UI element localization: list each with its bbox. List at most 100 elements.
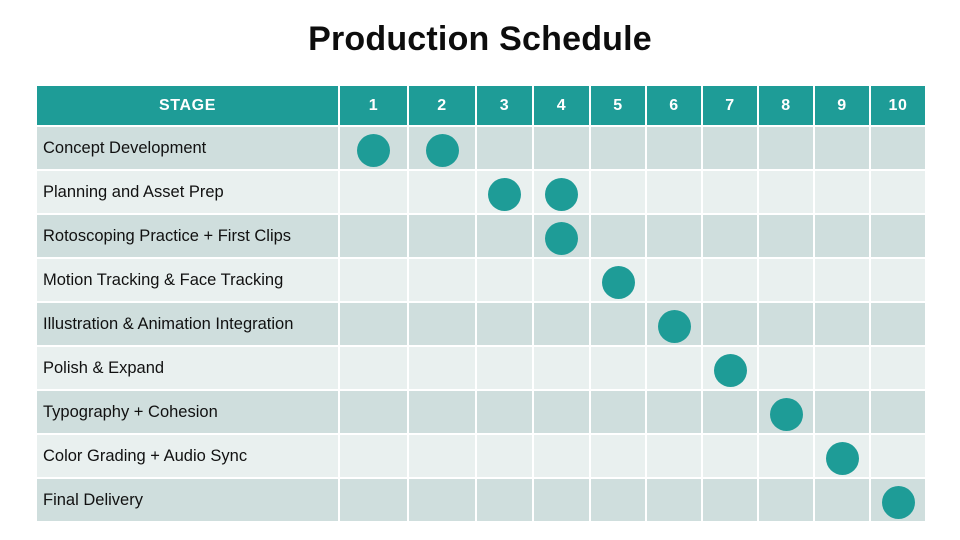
milestone-dot-icon	[657, 309, 691, 343]
stage-label: Final Delivery	[35, 477, 340, 523]
week-cell-2	[407, 169, 477, 215]
week-cell-6	[645, 389, 703, 435]
week-cell-10	[869, 213, 927, 259]
week-cell-8	[757, 433, 815, 479]
week-cell-5	[589, 389, 647, 435]
week-cell-3	[475, 477, 534, 523]
schedule-table: STAGE 1 2 3 4 5 6 7 8 9 10 Concept Development Plan…	[35, 84, 927, 523]
week-cell-4	[532, 213, 591, 259]
stage-label: Illustration & Animation Integration	[35, 301, 340, 347]
week-cell-1	[338, 125, 409, 171]
milestone-dot-icon	[488, 177, 521, 211]
week-cell-3	[475, 301, 534, 347]
schedule-row: Illustration & Animation Integration	[35, 301, 927, 347]
week-column-header-7: 7	[701, 84, 759, 127]
week-cell-1	[338, 213, 409, 259]
week-column-header-5: 5	[589, 84, 647, 127]
week-cell-8	[757, 257, 815, 303]
week-cell-7	[701, 345, 759, 391]
week-cell-6	[645, 477, 703, 523]
stage-label: Motion Tracking & Face Tracking	[35, 257, 340, 303]
week-column-header-3: 3	[475, 84, 534, 127]
week-cell-9	[813, 477, 871, 523]
schedule-row: Final Delivery	[35, 477, 927, 523]
milestone-dot-icon	[601, 265, 635, 299]
week-cell-9	[813, 125, 871, 171]
week-cell-2	[407, 125, 477, 171]
week-column-header-10: 10	[869, 84, 927, 127]
milestone-dot-icon	[769, 397, 803, 431]
week-cell-3	[475, 389, 534, 435]
table-header-row: STAGE 1 2 3 4 5 6 7 8 9 10	[35, 84, 927, 127]
week-cell-5	[589, 301, 647, 347]
week-cell-3	[475, 433, 534, 479]
week-cell-9	[813, 301, 871, 347]
week-cell-5	[589, 345, 647, 391]
schedule-row: Planning and Asset Prep	[35, 169, 927, 215]
week-cell-4	[532, 257, 591, 303]
week-cell-5	[589, 125, 647, 171]
week-cell-8	[757, 389, 815, 435]
week-cell-9	[813, 169, 871, 215]
week-cell-10	[869, 389, 927, 435]
stage-label: Planning and Asset Prep	[35, 169, 340, 215]
week-cell-6	[645, 213, 703, 259]
week-cell-1	[338, 477, 409, 523]
milestone-dot-icon	[545, 177, 578, 211]
week-cell-8	[757, 169, 815, 215]
week-cell-6	[645, 433, 703, 479]
week-cell-10	[869, 257, 927, 303]
week-cell-5	[589, 213, 647, 259]
week-cell-3	[475, 213, 534, 259]
milestone-dot-icon	[825, 441, 859, 475]
table-body: Concept Development Planning and Asset Pr…	[35, 125, 927, 523]
week-cell-1	[338, 169, 409, 215]
week-cell-2	[407, 477, 477, 523]
week-cell-2	[407, 389, 477, 435]
week-cell-10	[869, 477, 927, 523]
week-cell-2	[407, 345, 477, 391]
week-cell-4	[532, 125, 591, 171]
week-cell-6	[645, 257, 703, 303]
week-cell-7	[701, 433, 759, 479]
week-column-header-1: 1	[338, 84, 409, 127]
week-cell-8	[757, 477, 815, 523]
week-cell-1	[338, 301, 409, 347]
week-cell-4	[532, 169, 591, 215]
week-cell-6	[645, 345, 703, 391]
week-cell-6	[645, 125, 703, 171]
week-cell-6	[645, 301, 703, 347]
week-column-header-2: 2	[407, 84, 477, 127]
week-cell-5	[589, 433, 647, 479]
week-cell-5	[589, 169, 647, 215]
schedule-row: Rotoscoping Practice + First Clips	[35, 213, 927, 259]
week-cell-7	[701, 213, 759, 259]
week-cell-6	[645, 169, 703, 215]
schedule-row: Typography + Cohesion	[35, 389, 927, 435]
week-cell-2	[407, 301, 477, 347]
week-cell-10	[869, 433, 927, 479]
week-cell-10	[869, 301, 927, 347]
week-cell-2	[407, 257, 477, 303]
week-cell-3	[475, 169, 534, 215]
week-cell-1	[338, 433, 409, 479]
stage-label: Color Grading + Audio Sync	[35, 433, 340, 479]
week-column-header-4: 4	[532, 84, 591, 127]
week-column-header-6: 6	[645, 84, 703, 127]
milestone-dot-icon	[545, 221, 578, 255]
page-title: Production Schedule	[308, 20, 652, 58]
week-cell-2	[407, 213, 477, 259]
week-cell-9	[813, 213, 871, 259]
week-cell-9	[813, 433, 871, 479]
week-cell-1	[338, 389, 409, 435]
schedule-row: Concept Development	[35, 125, 927, 171]
week-cell-8	[757, 345, 815, 391]
week-cell-7	[701, 477, 759, 523]
schedule-row: Motion Tracking & Face Tracking	[35, 257, 927, 303]
week-cell-4	[532, 477, 591, 523]
week-cell-8	[757, 301, 815, 347]
week-cell-10	[869, 169, 927, 215]
week-cell-3	[475, 345, 534, 391]
week-cell-9	[813, 389, 871, 435]
week-cell-10	[869, 125, 927, 171]
